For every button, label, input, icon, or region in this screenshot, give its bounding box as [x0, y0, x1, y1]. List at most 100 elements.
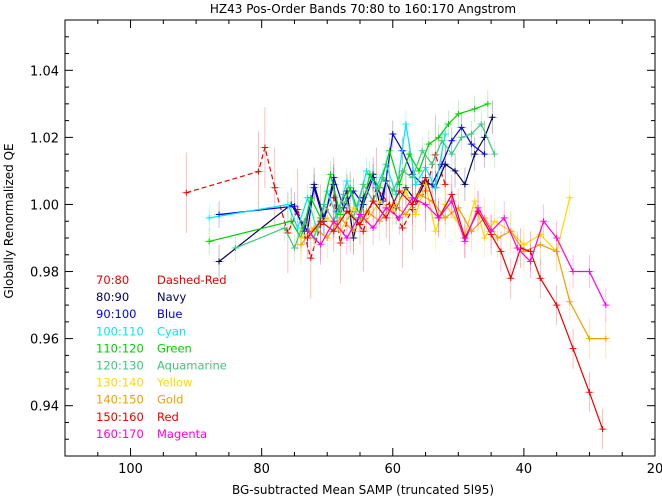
data-point [284, 201, 291, 208]
data-point [291, 245, 298, 252]
data-point [320, 201, 327, 208]
data-point [494, 235, 501, 241]
data-point [419, 147, 426, 154]
data-point [357, 211, 363, 218]
data-point [599, 426, 606, 433]
data-point [409, 201, 416, 208]
x-tick-label: 20 [647, 462, 662, 477]
data-point [471, 105, 478, 112]
legend-color-name: Yellow [156, 376, 192, 390]
series-160-170 [302, 180, 611, 322]
data-point [337, 240, 344, 247]
legend-color-name: Green [157, 341, 192, 355]
data-point [488, 228, 495, 235]
data-point [402, 120, 409, 127]
data-point [553, 302, 560, 309]
data-point [327, 171, 334, 178]
series-line [307, 176, 604, 430]
data-point [301, 218, 308, 225]
data-point [366, 171, 373, 178]
y-tick-label: 1.04 [30, 64, 59, 79]
data-point [343, 208, 350, 215]
data-point [307, 255, 314, 262]
data-point [343, 177, 350, 184]
data-point [389, 188, 396, 195]
data-point [399, 224, 406, 231]
data-point [435, 214, 442, 221]
series-120-130 [230, 110, 500, 262]
data-point [570, 345, 577, 352]
data-point [586, 389, 593, 396]
data-point [455, 110, 462, 117]
data-point [376, 198, 383, 205]
legend-color-name: Magenta [157, 427, 207, 441]
data-point [468, 131, 475, 138]
data-point [461, 238, 468, 245]
data-point [448, 151, 455, 158]
data-point [478, 120, 485, 127]
data-point [396, 181, 403, 188]
legend: 70:80 Dashed-Red 80:90 Navy 90:100 Blue 100:11… [96, 273, 227, 441]
data-point [206, 238, 213, 245]
data-point [507, 275, 514, 282]
chart-title: HZ43 Pos-Order Bands 70:80 to 160:170 An… [210, 2, 516, 16]
data-point [324, 214, 331, 221]
data-point [383, 214, 390, 221]
legend-band: 90:100 [96, 307, 136, 321]
data-point [468, 141, 475, 148]
data-point [255, 168, 262, 175]
legend-color-name: Red [157, 410, 179, 424]
data-point [501, 214, 508, 221]
axes-layer: 100 80 60 40 20 0.94 0.96 0.98 1.00 1.02 1.04 [30, 20, 662, 477]
legend-color-name: Gold [157, 393, 183, 407]
data-point [304, 228, 311, 235]
data-point [357, 221, 363, 228]
data-point [425, 141, 432, 148]
data-point [307, 194, 314, 201]
series-100-110 [204, 110, 451, 245]
series-80-90 [214, 100, 498, 279]
data-point [458, 124, 465, 131]
data-point [566, 194, 573, 201]
y-tick-label: 0.94 [30, 400, 59, 415]
data-point [520, 241, 527, 248]
data-point [183, 189, 190, 196]
data-point [461, 181, 468, 188]
data-point [602, 302, 609, 309]
data-point [481, 235, 488, 241]
data-point [232, 245, 239, 252]
x-tick-label: 80 [253, 462, 270, 477]
data-point [406, 151, 413, 158]
data-point [360, 181, 367, 188]
data-point [370, 224, 377, 231]
data-point [458, 134, 465, 141]
x-tick-label: 60 [385, 462, 402, 477]
data-point [537, 275, 544, 282]
data-point [537, 241, 544, 248]
legend-band: 100:110 [96, 324, 144, 338]
data-point [429, 161, 436, 168]
data-point [324, 235, 331, 241]
series-110-120 [204, 90, 493, 255]
data-point [386, 147, 393, 154]
legend-band: 80:90 [96, 290, 129, 304]
data-point [602, 335, 609, 342]
series-140-150 [296, 174, 611, 359]
data-point [409, 194, 416, 201]
data-point [432, 228, 439, 235]
y-tick-label: 1.00 [30, 198, 59, 213]
data-point [442, 181, 449, 188]
data-point [527, 248, 534, 255]
data-point [491, 151, 498, 158]
data-point [330, 218, 337, 225]
x-tick-label: 40 [516, 462, 533, 477]
data-point [409, 174, 416, 181]
data-point [570, 268, 577, 275]
data-point [491, 218, 498, 225]
data-point [586, 335, 593, 342]
data-point [311, 184, 318, 191]
legend-band: 120:130 [96, 359, 144, 373]
data-point [291, 203, 298, 210]
y-tick-label: 0.96 [30, 333, 59, 348]
